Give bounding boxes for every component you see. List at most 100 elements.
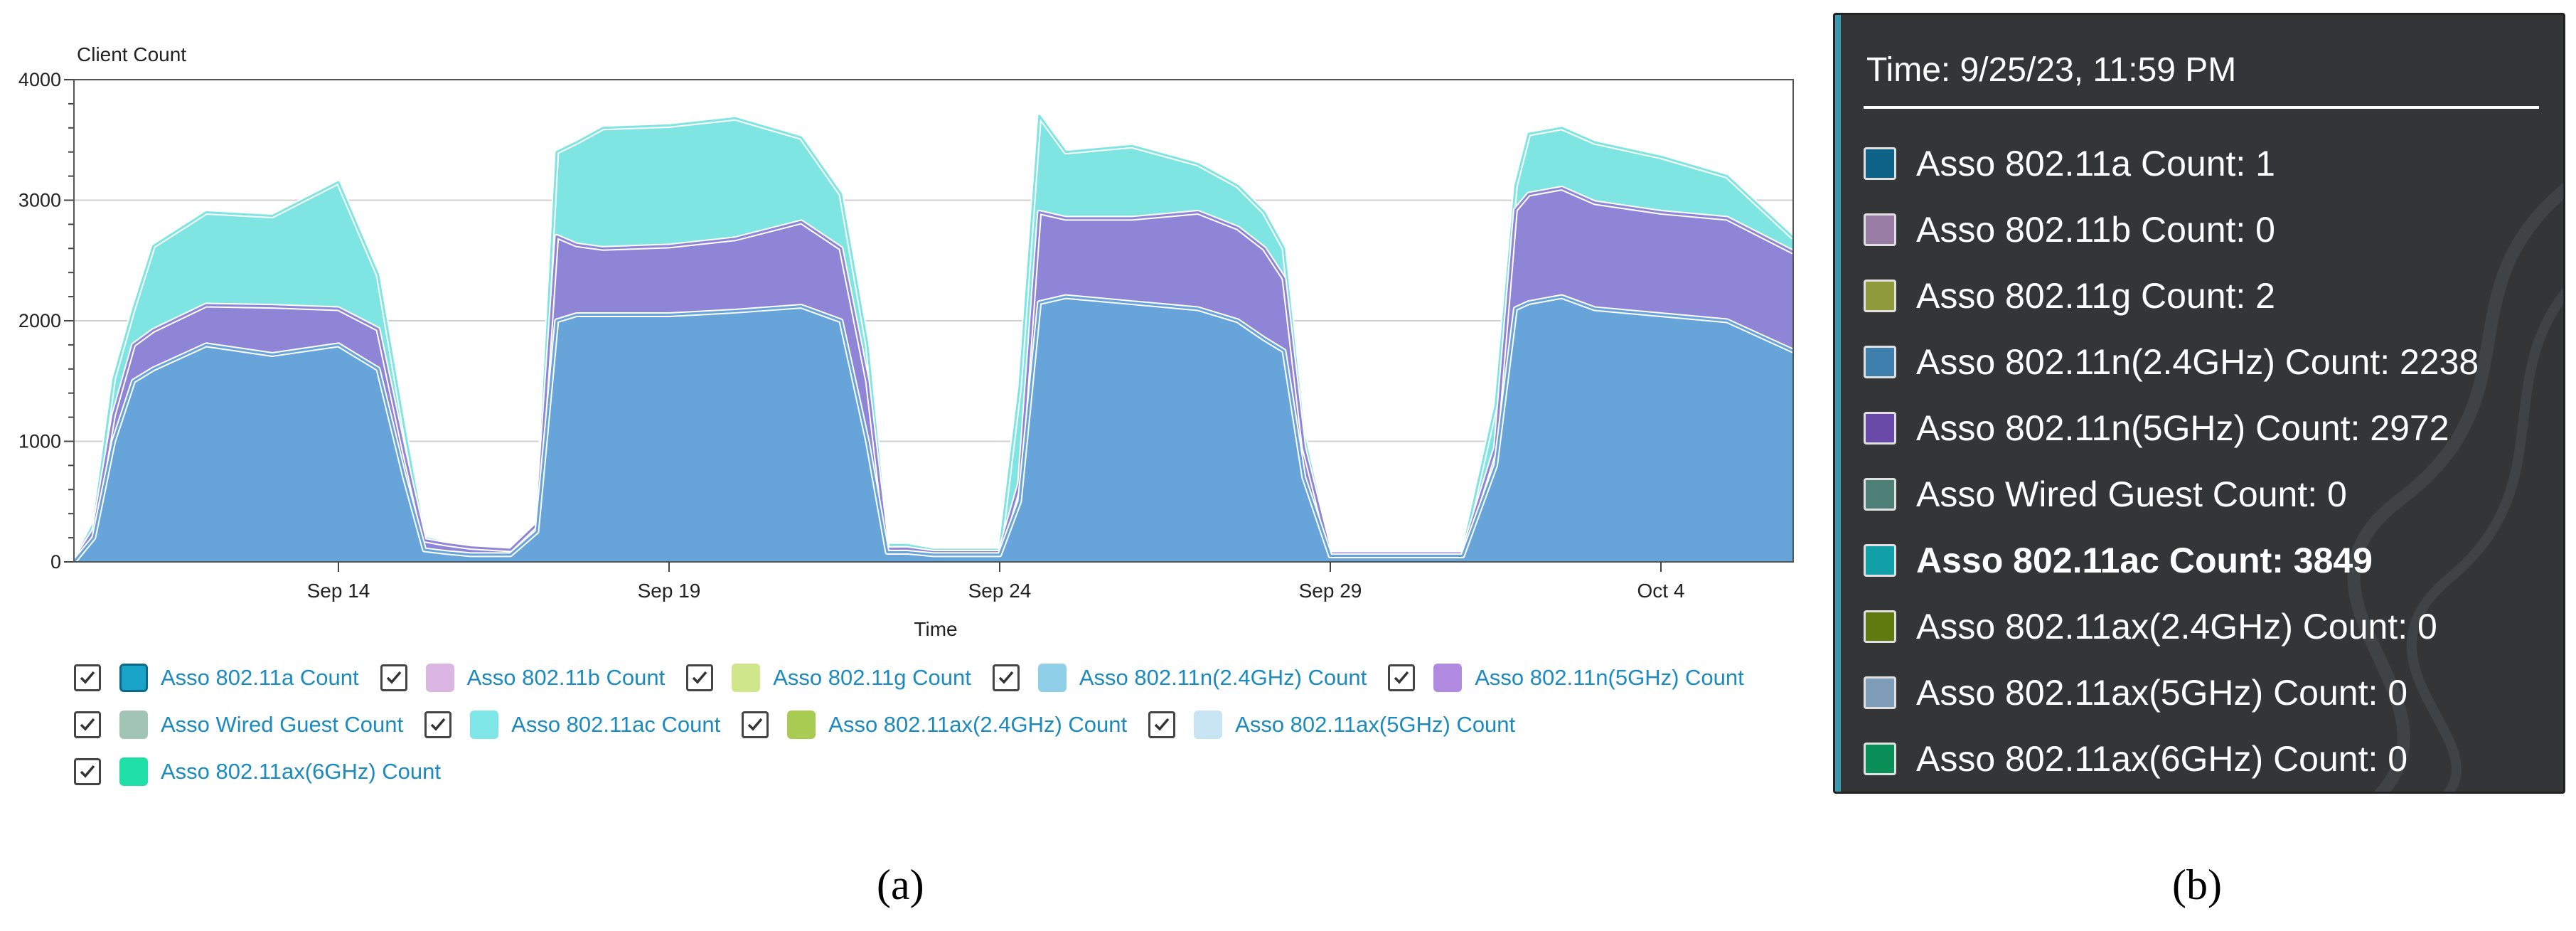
legend-item[interactable]: Asso 802.11ac Count	[424, 711, 720, 739]
tooltip-background-pattern	[2347, 183, 2563, 792]
tooltip-swatch	[1864, 478, 1896, 511]
legend-checkbox[interactable]	[686, 664, 714, 691]
check-icon	[1394, 671, 1409, 684]
x-tick-label: Sep 24	[968, 580, 1032, 602]
tooltip-row: Asso 802.11ax(5GHz) Count: 0	[1864, 672, 2407, 713]
legend-label[interactable]: Asso 802.11a Count	[161, 665, 359, 690]
tooltip-row: Asso 802.11g Count: 2	[1864, 275, 2275, 316]
legend-item[interactable]: Asso Wired Guest Count	[74, 711, 403, 739]
legend-checkbox[interactable]	[74, 664, 101, 691]
legend-item[interactable]: Asso 802.11n(5GHz) Count	[1388, 664, 1744, 692]
tooltip-label: Asso 802.11n(5GHz) Count: 2972	[1916, 408, 2449, 448]
y-tick-label: 1000	[18, 431, 61, 452]
legend-item[interactable]: Asso 802.11ax(6GHz) Count	[74, 757, 441, 786]
tooltip-swatch	[1864, 544, 1896, 577]
legend-label[interactable]: Asso 802.11g Count	[773, 665, 971, 690]
legend-label[interactable]: Asso 802.11ax(6GHz) Count	[161, 759, 442, 784]
tooltip-row: Asso 802.11a Count: 1	[1864, 143, 2275, 184]
legend-item[interactable]: Asso 802.11ax(5GHz) Count	[1148, 711, 1515, 739]
legend-swatch	[1194, 711, 1223, 739]
legend-checkbox[interactable]	[74, 758, 101, 785]
legend-item[interactable]: Asso 802.11b Count	[380, 664, 666, 692]
tooltip-row: Asso 802.11b Count: 0	[1864, 209, 2275, 250]
legend-label[interactable]: Asso 802.11n(2.4GHz) Count	[1079, 665, 1367, 690]
tooltip-swatch	[1864, 610, 1896, 643]
legend-checkbox[interactable]	[992, 664, 1020, 691]
tooltip-row: Asso 802.11ax(6GHz) Count: 0	[1864, 738, 2407, 780]
area-line-asso-802-11n-2-4ghz-count	[73, 295, 1794, 563]
check-icon	[748, 718, 763, 731]
legend-label[interactable]: Asso 802.11b Count	[466, 665, 666, 690]
caption-a: (a)	[877, 861, 924, 908]
legend-swatch	[1037, 664, 1067, 692]
tooltip-row: Asso 802.11n(5GHz) Count: 2972	[1864, 408, 2449, 449]
legend-checkbox[interactable]	[1388, 664, 1416, 691]
legend-checkbox[interactable]	[74, 711, 101, 738]
chart-legend: Asso 802.11a Count Asso 802.11b Count Asso…	[74, 654, 1809, 795]
y-tick-label: 4000	[18, 69, 61, 90]
legend-swatch	[787, 711, 816, 739]
legend-swatch	[470, 711, 499, 739]
legend-swatch	[119, 664, 148, 692]
tooltip-swatch	[1864, 346, 1896, 378]
legend-swatch	[119, 757, 148, 786]
legend-checkbox[interactable]	[380, 664, 407, 691]
legend-item[interactable]: Asso 802.11ax(2.4GHz) Count	[742, 711, 1127, 739]
legend-swatch	[732, 664, 761, 692]
tooltip-row: Asso 802.11ax(2.4GHz) Count: 0	[1864, 606, 2437, 647]
y-tick-label: 3000	[18, 190, 61, 211]
tooltip-label: Asso 802.11ac Count: 3849	[1916, 541, 2373, 580]
plot-frame	[73, 79, 1794, 563]
tooltip-panel: Time: 9/25/23, 11:59 PM Asso 802.11a Cou…	[1833, 13, 2565, 794]
check-icon	[1154, 718, 1170, 731]
check-icon	[998, 671, 1014, 684]
y-tick-label: 0	[50, 551, 61, 573]
area-chart: Client Count Time 0 1000 2000 3000 4000 Sep 1…	[18, 43, 1795, 640]
tooltip-swatch	[1864, 213, 1896, 246]
legend-item[interactable]: Asso 802.11n(2.4GHz) Count	[992, 664, 1367, 692]
legend-row: Asso Wired Guest Count Asso 802.11ac Coun…	[74, 701, 1809, 748]
tooltip-time: Time: 9/25/23, 11:59 PM	[1866, 51, 2237, 89]
legend-row: Asso 802.11a Count Asso 802.11b Count Asso…	[74, 654, 1809, 701]
tooltip-row: Asso Wired Guest Count: 0	[1864, 474, 2347, 515]
tooltip-label: Asso 802.11ax(6GHz) Count: 0	[1916, 739, 2408, 779]
legend-item[interactable]: Asso 802.11a Count	[74, 664, 359, 692]
legend-label[interactable]: Asso 802.11n(5GHz) Count	[1475, 665, 1744, 690]
x-tick-label: Sep 14	[307, 580, 370, 602]
y-axis-title: Client Count	[77, 43, 186, 65]
check-icon	[80, 671, 95, 684]
legend-label[interactable]: Asso 802.11ac Count	[511, 712, 721, 737]
legend-checkbox[interactable]	[424, 711, 452, 738]
legend-checkbox[interactable]	[742, 711, 769, 738]
tooltip-label: Asso 802.11ax(5GHz) Count: 0	[1916, 673, 2408, 713]
x-tick-label: Sep 29	[1299, 580, 1362, 602]
axes: 0 1000 2000 3000 4000 Sep 14 Sep 19 Sep 24 Sep 2…	[18, 69, 1794, 602]
tooltip-swatch	[1864, 743, 1896, 775]
legend-label[interactable]: Asso 802.11ax(5GHz) Count	[1235, 712, 1516, 737]
legend-row: Asso 802.11ax(6GHz) Count	[74, 748, 1809, 795]
tooltip-swatch	[1864, 412, 1896, 445]
tooltip-label: Asso 802.11b Count: 0	[1916, 210, 2275, 250]
tooltip-row: Asso 802.11n(2.4GHz) Count: 2238	[1864, 341, 2479, 383]
stacked-areas	[71, 113, 1795, 564]
tooltip-row: Asso 802.11ac Count: 3849	[1864, 540, 2373, 581]
caption-b: (b)	[2172, 861, 2222, 908]
legend-checkbox[interactable]	[1148, 711, 1176, 738]
legend-label[interactable]: Asso Wired Guest Count	[161, 712, 404, 737]
x-axis-title: Time	[914, 618, 957, 640]
tooltip-accent-bar	[1835, 15, 1841, 792]
legend-label[interactable]: Asso 802.11ax(2.4GHz) Count	[828, 712, 1128, 737]
area-asso-802-11n-2-4ghz-count	[74, 297, 1793, 562]
legend-swatch	[425, 664, 454, 692]
check-icon	[430, 718, 446, 731]
tooltip-swatch	[1864, 147, 1896, 180]
legend-swatch	[119, 711, 148, 739]
tooltip-swatch	[1864, 280, 1896, 312]
legend-item[interactable]: Asso 802.11g Count	[686, 664, 971, 692]
tooltip-swatch	[1864, 676, 1896, 709]
tooltip-label: Asso 802.11ax(2.4GHz) Count: 0	[1916, 607, 2437, 647]
legend-swatch	[1433, 664, 1463, 692]
check-icon	[386, 671, 401, 684]
tooltip-label: Asso 802.11g Count: 2	[1916, 276, 2275, 316]
tooltip-label: Asso 802.11n(2.4GHz) Count: 2238	[1916, 342, 2479, 382]
